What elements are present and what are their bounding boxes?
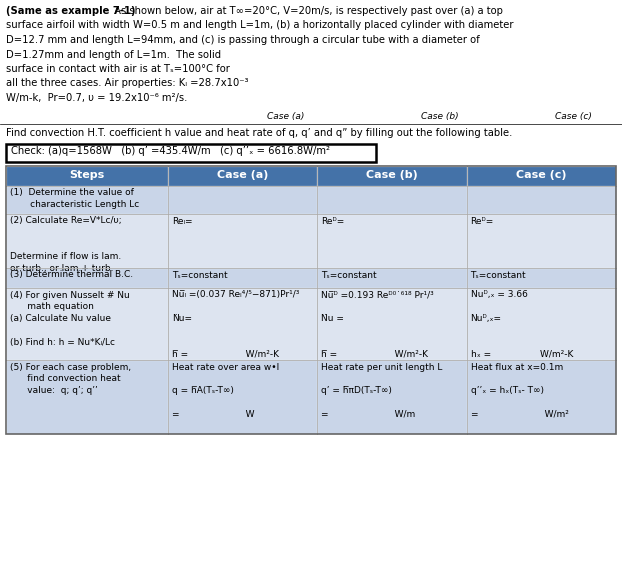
Text: all the three cases. Air properties: Kₗ =28.7x10⁻³: all the three cases. Air properties: Kₗ … bbox=[6, 78, 249, 88]
FancyBboxPatch shape bbox=[466, 359, 616, 434]
Text: Tₛ=constant: Tₛ=constant bbox=[471, 270, 526, 280]
FancyBboxPatch shape bbox=[466, 268, 616, 287]
FancyBboxPatch shape bbox=[168, 268, 317, 287]
Text: Reₗ=: Reₗ= bbox=[172, 217, 192, 226]
FancyBboxPatch shape bbox=[317, 185, 466, 214]
Text: Case (b): Case (b) bbox=[366, 171, 418, 180]
Text: D=1.27mm and length of L=1m.  The solid: D=1.27mm and length of L=1m. The solid bbox=[6, 49, 221, 60]
Text: D=12.7 mm and length L=94mm, and (c) is passing through a circular tube with a d: D=12.7 mm and length L=94mm, and (c) is … bbox=[6, 35, 480, 45]
FancyBboxPatch shape bbox=[317, 166, 466, 185]
Text: W/m-k,  Pr=0.7, υ = 19.2x10⁻⁶ m²/s.: W/m-k, Pr=0.7, υ = 19.2x10⁻⁶ m²/s. bbox=[6, 93, 187, 103]
FancyBboxPatch shape bbox=[168, 359, 317, 434]
Text: (1)  Determine the value of
       characteristic Length Lc: (1) Determine the value of characteristi… bbox=[10, 188, 139, 209]
Text: Reᴰ=: Reᴰ= bbox=[471, 217, 494, 226]
Text: Case (a): Case (a) bbox=[216, 171, 268, 180]
FancyBboxPatch shape bbox=[168, 185, 317, 214]
FancyBboxPatch shape bbox=[466, 166, 616, 185]
Text: Nu̅ₗ =(0.037 Reₗ⁴/⁵−871)Pr¹/³

Ṅu=


h̅ =                    W/m²-K: Nu̅ₗ =(0.037 Reₗ⁴/⁵−871)Pr¹/³ Ṅu= h̅ = … bbox=[172, 290, 299, 358]
Text: Heat rate over area w•l

q = h̅A(Tₛ-T∞)

=                       W: Heat rate over area w•l q = h̅A(Tₛ-T∞) =… bbox=[172, 362, 279, 418]
FancyBboxPatch shape bbox=[6, 214, 168, 268]
Text: As shown below, air at T∞=20°C, V=20m/s, is respectively past over (a) a top: As shown below, air at T∞=20°C, V=20m/s,… bbox=[111, 6, 503, 16]
Text: (3) Determine thermal B.C.: (3) Determine thermal B.C. bbox=[10, 270, 133, 280]
Text: Case (c): Case (c) bbox=[555, 112, 592, 121]
Text: Reᴰ=: Reᴰ= bbox=[321, 217, 345, 226]
FancyBboxPatch shape bbox=[168, 214, 317, 268]
Text: Nuᴰ,ₓ = 3.66

Nuᴰ,ₓ=


hₓ =                 W/m²-K: Nuᴰ,ₓ = 3.66 Nuᴰ,ₓ= hₓ = W/m²-K bbox=[471, 290, 573, 358]
Text: Tₛ=constant: Tₛ=constant bbox=[172, 270, 227, 280]
FancyBboxPatch shape bbox=[317, 214, 466, 268]
Text: Tₛ=constant: Tₛ=constant bbox=[321, 270, 377, 280]
FancyBboxPatch shape bbox=[466, 185, 616, 214]
Text: Heat flux at x=0.1m

q’’ₓ = hₓ(Tₛ- T∞)

=                       W/m²: Heat flux at x=0.1m q’’ₓ = hₓ(Tₛ- T∞) = … bbox=[471, 362, 569, 418]
Text: Case (c): Case (c) bbox=[516, 171, 567, 180]
Text: (5) For each case problem,
      find convection heat
      value:  q; q’; q’’: (5) For each case problem, find convecti… bbox=[10, 362, 131, 395]
FancyBboxPatch shape bbox=[317, 359, 466, 434]
Text: Case (a): Case (a) bbox=[267, 112, 305, 121]
FancyBboxPatch shape bbox=[466, 287, 616, 359]
Text: (2) Calculate Re=V*Lᴄ/υ;


Determine if flow is lam.
or turb., or lam.+ turb.: (2) Calculate Re=V*Lᴄ/υ; Determine if fl… bbox=[10, 217, 122, 273]
Text: (4) For given Nusselt # Nu
      math equation
(a) Calculate Nu value

(b) Find : (4) For given Nusselt # Nu math equation… bbox=[10, 290, 130, 346]
FancyBboxPatch shape bbox=[6, 143, 376, 162]
FancyBboxPatch shape bbox=[6, 185, 168, 214]
Text: surface airfoil with width W=0.5 m and length L=1m, (b) a horizontally placed cy: surface airfoil with width W=0.5 m and l… bbox=[6, 20, 514, 31]
FancyBboxPatch shape bbox=[317, 287, 466, 359]
FancyBboxPatch shape bbox=[6, 166, 168, 185]
FancyBboxPatch shape bbox=[6, 359, 168, 434]
Text: Case (b): Case (b) bbox=[421, 112, 459, 121]
Text: Heat rate per unit length L

q’ = h̅πD(Tₛ-T∞)

=                       W/m: Heat rate per unit length L q’ = h̅πD(Tₛ… bbox=[321, 362, 442, 418]
Text: Nu̅ᴰ =0.193 Reᴰ⁰˙⁶¹⁸ Pr¹/³

Ṅu =


h̅ =                    W/m²-K: Nu̅ᴰ =0.193 Reᴰ⁰˙⁶¹⁸ Pr¹/³ Ṅu = h̅ = W/… bbox=[321, 290, 434, 358]
Text: Find convection H.T. coefficient h value and heat rate of q, q’ and q” by fillin: Find convection H.T. coefficient h value… bbox=[6, 128, 513, 138]
FancyBboxPatch shape bbox=[6, 268, 168, 287]
Text: Check: (a)q=1568W   (b) q’ =435.4W/m   (c) q’’ₓ = 6616.8W/m²: Check: (a)q=1568W (b) q’ =435.4W/m (c) q… bbox=[11, 146, 330, 156]
FancyBboxPatch shape bbox=[6, 287, 168, 359]
FancyBboxPatch shape bbox=[168, 166, 317, 185]
FancyBboxPatch shape bbox=[317, 268, 466, 287]
Text: surface in contact with air is at Tₛ=100°C for: surface in contact with air is at Tₛ=100… bbox=[6, 64, 230, 74]
FancyBboxPatch shape bbox=[168, 287, 317, 359]
FancyBboxPatch shape bbox=[466, 214, 616, 268]
Text: Steps: Steps bbox=[69, 171, 104, 180]
Text: (Same as example 7-1): (Same as example 7-1) bbox=[6, 6, 136, 16]
